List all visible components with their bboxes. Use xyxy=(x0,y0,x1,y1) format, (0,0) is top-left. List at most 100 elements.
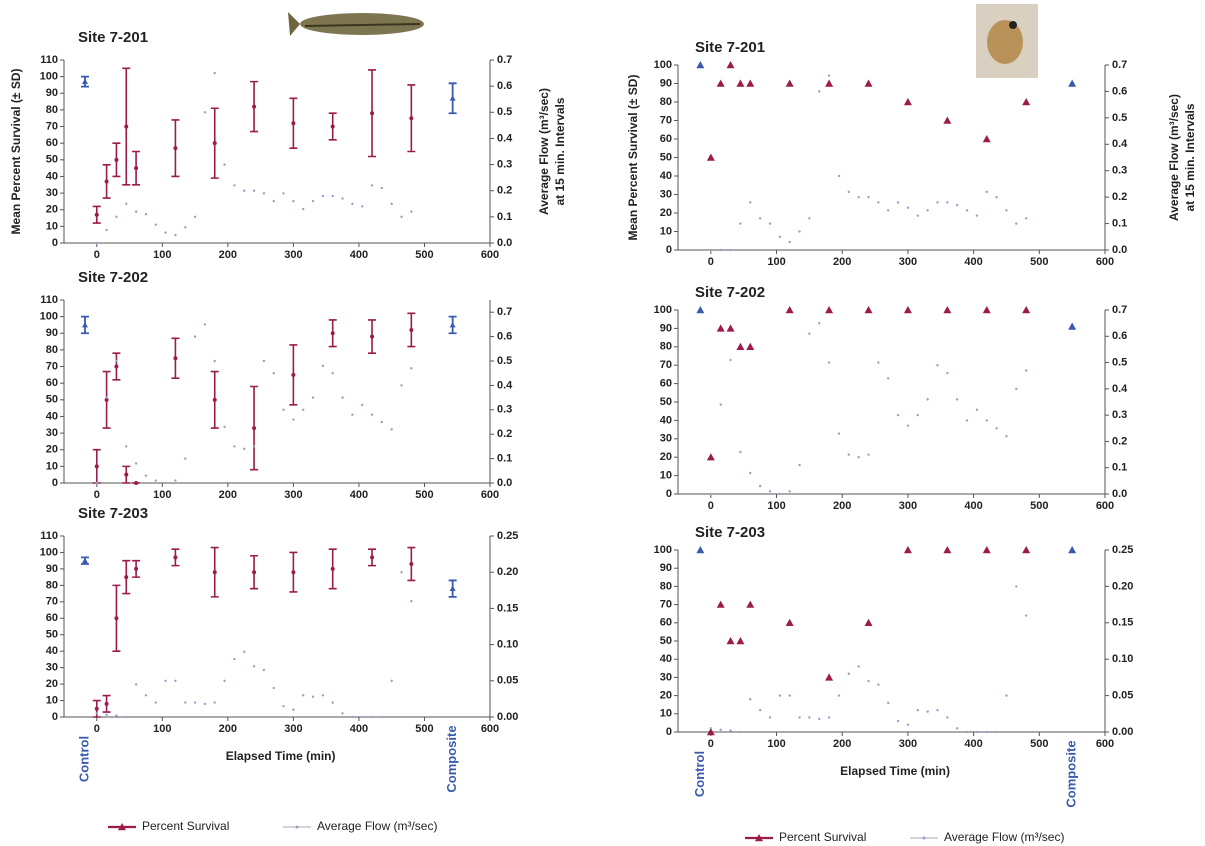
survival-point xyxy=(904,98,912,105)
y2-tick-label: 0.4 xyxy=(1112,383,1128,395)
y-tick-label: 50 xyxy=(660,396,672,408)
control-point xyxy=(82,558,88,563)
flow-point xyxy=(341,396,343,398)
survival-point xyxy=(124,575,128,579)
y-tick-label: 100 xyxy=(654,304,672,316)
x-tick-label: 200 xyxy=(219,489,237,501)
flow-point xyxy=(135,683,137,685)
y-tick-label: 90 xyxy=(46,563,58,575)
x-tick-label: 500 xyxy=(415,249,433,261)
y-tick-label: 70 xyxy=(46,596,58,608)
panel-title: Site 7-202 xyxy=(695,284,765,301)
daphnia-body xyxy=(987,20,1023,64)
survival-point xyxy=(727,324,735,331)
flow-point xyxy=(1015,222,1017,224)
flow-point xyxy=(1015,585,1017,587)
flow-point xyxy=(917,214,919,216)
flow-point xyxy=(759,217,761,219)
x-tick-label: 0 xyxy=(708,256,714,268)
control-point xyxy=(696,61,704,68)
survival-point xyxy=(736,637,744,644)
flow-point xyxy=(273,372,275,374)
y2-tick-label: 0.15 xyxy=(1112,617,1133,629)
survival-point xyxy=(409,562,413,566)
survival-point xyxy=(1022,98,1030,105)
flow-point xyxy=(838,175,840,177)
flow-point xyxy=(867,196,869,198)
y-axis-label: Mean Percent Survival (± SD) xyxy=(9,69,23,235)
x-tick-label: 100 xyxy=(767,738,785,750)
y-tick-label: 0 xyxy=(666,726,672,738)
control-label: Control xyxy=(76,736,91,782)
flow-point xyxy=(956,398,958,400)
survival-point xyxy=(114,158,118,162)
flow-point xyxy=(995,427,997,429)
flow-point xyxy=(184,457,186,459)
flow-point xyxy=(204,703,206,705)
y2-axis-label: Average Flow (m³/sec) xyxy=(537,88,551,215)
flow-point xyxy=(976,409,978,411)
flow-point xyxy=(243,448,245,450)
panel-title: Site 7-201 xyxy=(78,29,148,46)
survival-point xyxy=(213,141,217,145)
survival-point xyxy=(291,121,295,125)
daphnia-picture xyxy=(976,4,1038,78)
legend-label: Percent Survival xyxy=(142,819,229,833)
y2-tick-label: 0.20 xyxy=(497,566,518,578)
control-label: Control xyxy=(692,751,707,797)
flow-point xyxy=(292,200,294,202)
flow-point xyxy=(302,694,304,696)
flow-point xyxy=(857,665,859,667)
x-tick-label: 300 xyxy=(899,738,917,750)
y-tick-label: 70 xyxy=(46,120,58,132)
y-tick-label: 70 xyxy=(46,360,58,372)
flow-point xyxy=(155,479,157,481)
flow-point xyxy=(233,658,235,660)
flow-point xyxy=(808,217,810,219)
y-tick-label: 80 xyxy=(46,104,58,116)
fish-tail xyxy=(288,12,300,36)
flow-point xyxy=(720,249,722,251)
flow-point xyxy=(926,209,928,211)
survival-point xyxy=(173,146,177,150)
composite-point xyxy=(450,586,456,591)
flow-point xyxy=(808,716,810,718)
survival-point xyxy=(727,637,735,644)
y2-axis-label: at 15 min. Intervals xyxy=(1183,103,1197,211)
flow-point xyxy=(710,249,712,251)
survival-point xyxy=(1022,546,1030,553)
x-tick-label: 200 xyxy=(833,256,851,268)
survival-point xyxy=(865,619,873,626)
x-tick-label: 100 xyxy=(153,723,171,735)
survival-point xyxy=(252,105,256,109)
control-point xyxy=(696,546,704,553)
flow-point xyxy=(273,200,275,202)
flow-point xyxy=(214,701,216,703)
flow-point xyxy=(361,205,363,207)
composite-point xyxy=(1068,546,1076,553)
flow-point xyxy=(877,683,879,685)
survival-point xyxy=(95,707,99,711)
survival-point xyxy=(370,335,374,339)
flow-point xyxy=(976,214,978,216)
control-point xyxy=(696,306,704,313)
panel-title: Site 7-203 xyxy=(695,524,765,541)
x-tick-label: 200 xyxy=(833,500,851,512)
y-tick-label: 60 xyxy=(46,377,58,389)
fish-picture xyxy=(288,12,424,36)
y2-tick-label: 0.7 xyxy=(1112,59,1127,71)
flow-point xyxy=(838,432,840,434)
flow-point xyxy=(400,571,402,573)
y-tick-label: 50 xyxy=(660,635,672,647)
x-axis-label: Elapsed Time (min) xyxy=(226,749,336,763)
x-tick-label: 400 xyxy=(350,249,368,261)
panel-title: Site 7-203 xyxy=(78,505,148,522)
y2-tick-label: 0.2 xyxy=(497,185,512,197)
survival-point xyxy=(252,426,256,430)
flow-point xyxy=(877,361,879,363)
x-tick-label: 0 xyxy=(708,500,714,512)
x-tick-label: 200 xyxy=(219,723,237,735)
flow-point xyxy=(184,701,186,703)
flow-point xyxy=(1005,694,1007,696)
y-tick-label: 30 xyxy=(46,662,58,674)
